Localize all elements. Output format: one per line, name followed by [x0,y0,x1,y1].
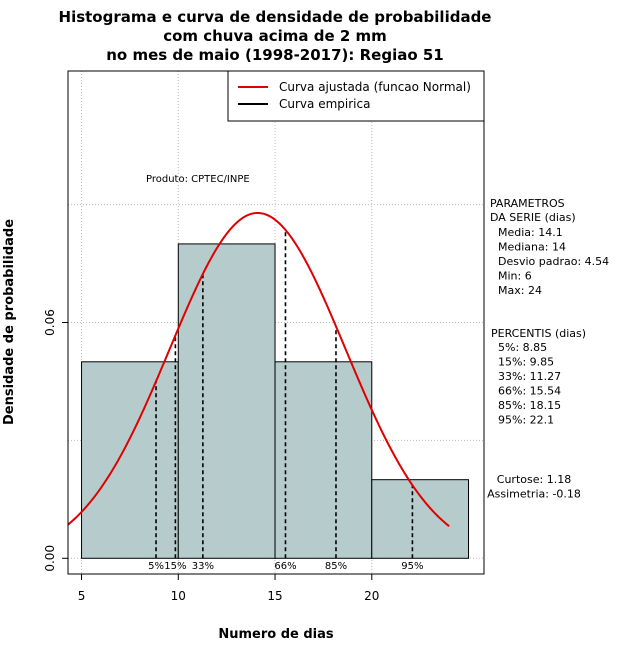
y-axis-title: Densidade de probabilidade [2,219,17,425]
param-item-0: Media: 14.1 [498,226,563,239]
percentile-label-5: 95% [401,561,423,572]
y-axis: 0.00 0.06 [43,309,68,572]
percentis-title: PERCENTIS (dias) [491,327,586,340]
x-tick-label-0: 5 [78,589,86,603]
params-title-1: PARAMETROS [490,197,565,210]
legend-label-empirical: Curva empirica [279,97,370,111]
y-tick-label-1: 0.06 [43,309,57,336]
percentil-item-0: 5%: 8.85 [498,341,547,354]
percentile-label-2: 33% [192,561,214,572]
y-tick-label-0: 0.00 [43,545,57,572]
param-item-4: Max: 24 [498,284,542,297]
legend-label-curve: Curva ajustada (funcao Normal) [279,80,471,94]
histogram-bar-3 [371,479,470,559]
histogram-bars [81,243,470,559]
percentile-labels: 5% 15% 33% 66% 85% 95% [148,561,423,572]
x-axis-title: Numero de dias [218,627,334,642]
title-line-2: com chuva acima de 2 mm [163,27,387,45]
percentil-item-5: 95%: 22.1 [498,414,554,427]
percentile-label-1: 15% [164,561,186,572]
title-line-1: Histograma e curva de densidade de proba… [59,8,492,26]
x-tick-label-2: 15 [267,589,282,603]
normal-curve [67,211,450,528]
stat-item-1: Assimetria: -0.18 [487,488,581,501]
percentil-item-1: 15%: 9.85 [498,356,554,369]
legend-box [227,70,485,122]
legend: Curva ajustada (funcao Normal) Curva emp… [227,70,485,122]
percentile-label-4: 85% [325,561,347,572]
chart-title: Histograma e curva de densidade de proba… [59,8,492,64]
percentile-lines [155,229,414,559]
annotation-produto: Produto: CPTEC/INPE [146,174,250,185]
param-item-2: Desvio padrao: 4.54 [498,255,609,268]
side-panel: PARAMETROS DA SERIE (dias) Media: 14.1Me… [487,197,609,501]
params-title-2: DA SERIE (dias) [490,211,576,224]
stat-item-0: Curtose: 1.18 [497,473,571,486]
percentil-item-3: 66%: 15.54 [498,385,561,398]
stats-list: Curtose: 1.18 Assimetria: -0.18 [487,473,581,501]
x-axis: 5 10 15 20 [78,574,379,603]
percentile-label-3: 66% [274,561,296,572]
histogram-bar-2 [274,361,373,559]
x-tick-label-3: 20 [364,589,379,603]
title-line-3: no mes de maio (1998-2017): Regiao 51 [106,46,444,64]
histogram-bar-1 [177,243,276,559]
percentil-item-2: 33%: 11.27 [498,370,561,383]
histogram-bar-0 [81,361,179,559]
percentil-item-4: 85%: 18.15 [498,399,561,412]
param-item-1: Mediana: 14 [498,241,566,254]
percentile-label-0: 5% [148,561,164,572]
param-item-3: Min: 6 [498,270,532,283]
x-tick-label-1: 10 [171,589,186,603]
